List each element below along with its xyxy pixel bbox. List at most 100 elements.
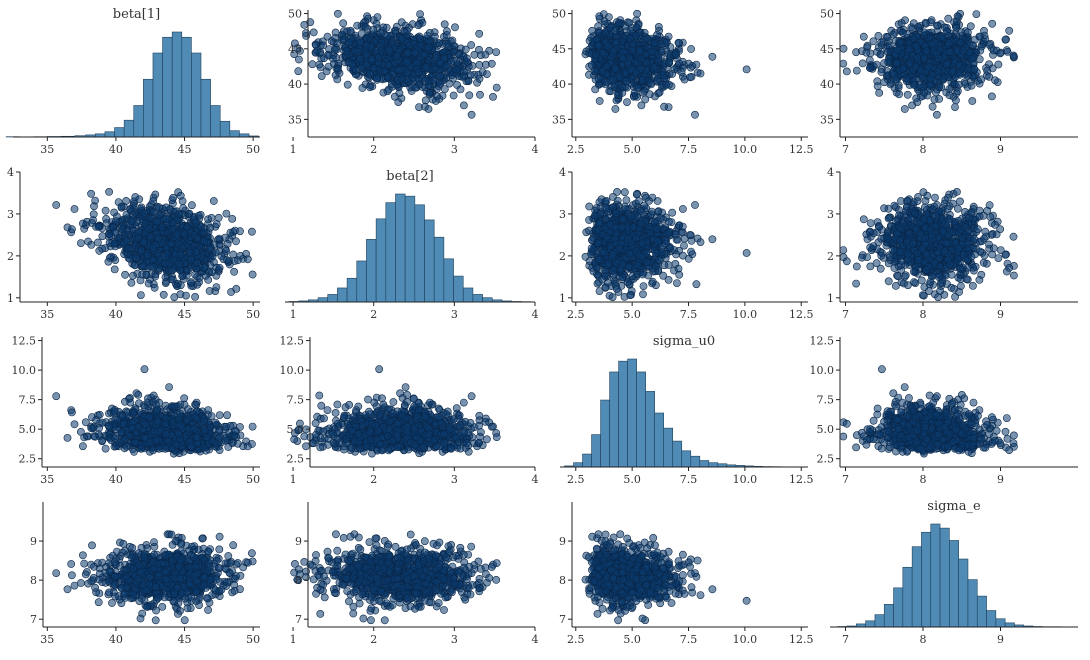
scatter-point [373,74,381,82]
scatter-point [191,217,200,226]
scatter-point [200,237,208,246]
scatter-point [416,10,424,18]
x-tick-label: 2.5 [567,143,585,156]
scatter-point [482,70,491,78]
scatter-point [248,270,257,279]
scatter-point [207,213,216,222]
scatter-point [585,70,593,79]
scatter-point [131,193,140,201]
scatter-point [370,63,379,72]
scatter-point [873,82,882,90]
scatter-point [374,53,383,62]
scatter-point [994,60,1003,69]
scatter-point [989,46,998,55]
scatter-point [909,34,918,43]
x-tick-label: 8 [920,143,927,156]
scatter-point [622,196,631,204]
x-tick-label: 3 [451,143,458,156]
scatter-point [418,18,427,27]
histogram-bar [356,260,367,303]
scatter-point [129,271,137,280]
scatter-point [139,238,148,246]
scatter-point [459,67,468,76]
scatter-point [362,50,371,59]
scatter-point [687,247,695,256]
scatter-point [371,46,380,55]
scatter-point [611,64,620,73]
scatter-point [209,197,218,205]
scatter-point [142,270,151,279]
scatter-point [411,83,420,92]
histogram-bar [317,297,329,303]
scatter-point [476,90,484,99]
scatter-point [967,81,976,90]
x-tick-label: 1 [290,308,297,321]
x-tick-label: 45 [178,308,192,321]
scatter-point [393,51,401,60]
scatter-point [150,263,159,271]
scatter-point [323,32,332,41]
scatter-point [996,49,1005,58]
scatter-point [944,14,953,23]
scatter-point [180,229,189,238]
scatter-point [302,29,310,37]
scatter-point [366,69,375,78]
scatter-point [928,102,937,111]
scatter-point [869,37,878,46]
scatter-point [232,284,241,293]
x-tick-label: 1 [290,143,297,156]
scatter-point [874,32,883,40]
scatter-point [912,42,921,50]
scatter-point [316,63,325,72]
scatter-point [954,80,963,89]
histogram-bar [385,202,396,303]
histogram-bar [114,127,125,138]
scatter-point [885,41,894,50]
scatter-point [742,65,751,74]
panel-r2-c2: beta[2]1 2 3 4 [285,169,539,321]
scatter-point [933,21,941,30]
scatter-point [187,201,196,210]
scatter-point [674,38,683,47]
scatter-point [158,223,167,232]
scatter-point [445,79,454,88]
scatter-point [442,40,451,48]
scatter-point [619,54,627,63]
scatter-point [601,28,610,37]
scatter-point [708,52,717,61]
histogram-bar [210,105,221,138]
scatter-point [449,91,458,100]
scatter-point [859,32,868,41]
scatter-point [955,61,963,69]
scatter-point [884,58,893,67]
scatter-point [435,72,444,80]
scatter-point [170,293,179,302]
scatter-point [429,76,438,85]
y-tick-label: 4 [7,166,14,179]
scatter-point [144,279,153,288]
scatter-point [77,239,85,247]
scatter-point [137,246,145,255]
scatter-point [945,91,954,100]
scatter-point [182,291,190,300]
scatter-point [467,110,476,119]
scatter-point [330,46,339,54]
scatter-point [348,60,357,69]
y-tick-label: 40 [288,78,302,91]
scatter-point [122,196,131,205]
scatter-point [481,50,490,59]
scatter-point [930,95,939,104]
scatter-point [122,237,131,245]
x-tick-label: 40 [109,308,123,321]
scatter-point [595,287,604,295]
scatter-point [459,101,468,110]
scatter-point [102,214,110,223]
scatter-point [668,70,677,78]
y-tick-label: 45 [288,43,302,56]
scatter-point [151,190,160,199]
scatter-point [421,76,429,85]
scatter-point [346,26,355,35]
scatter-point [650,63,659,71]
scatter-point [94,238,102,247]
